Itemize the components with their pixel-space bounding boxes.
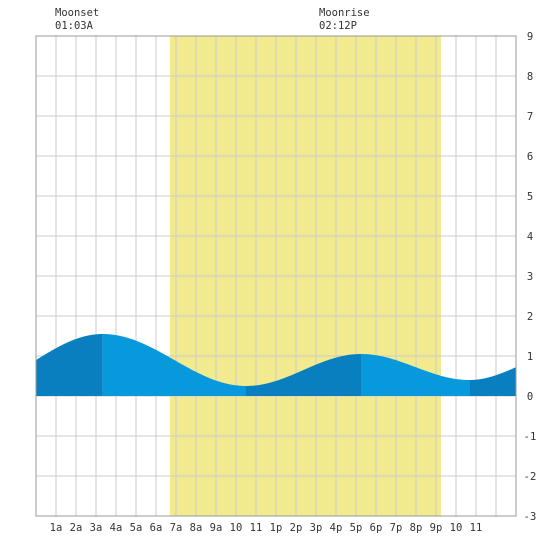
x-tick-label: 2p: [290, 522, 303, 534]
y-tick-labels: -3 -2 -1 0 1 2 3 4 5 6 7 8 9: [524, 31, 537, 523]
moonrise-label: Moonrise: [319, 7, 370, 19]
x-tick-label: 3p: [310, 522, 323, 534]
moonrise-time: 02:12P: [319, 20, 357, 32]
x-tick-label: 11: [250, 522, 263, 534]
grid-layer: [36, 36, 516, 516]
x-tick-label: 7a: [170, 522, 183, 534]
tide-segment: [102, 334, 246, 396]
tide-segment: [36, 334, 103, 396]
y-tick-label: -3: [524, 511, 537, 523]
tide-area-layer: [36, 334, 516, 396]
x-tick-labels: 1a 2a 3a 4a 5a 6a 7a 8a 9a 10 11 1p 2p 3p 4p 5p 6p 7p 8p 9p…: [50, 522, 483, 534]
y-tick-label: 6: [527, 151, 533, 163]
moonset-time: 01:03A: [55, 20, 94, 32]
y-tick-label: -1: [524, 431, 537, 443]
y-tick-label: 1: [527, 351, 533, 363]
x-tick-label: 11: [470, 522, 483, 534]
x-tick-label: 1p: [270, 522, 283, 534]
x-tick-label: 5p: [350, 522, 363, 534]
x-tick-label: 10: [450, 522, 463, 534]
x-tick-label: 3a: [90, 522, 103, 534]
x-tick-label: 1a: [50, 522, 63, 534]
y-tick-label: 5: [527, 191, 533, 203]
y-tick-label: 4: [527, 231, 533, 243]
moonset-label: Moonset: [55, 7, 99, 19]
x-tick-label: 6p: [370, 522, 383, 534]
tide-segment: [246, 354, 361, 396]
y-tick-label: 2: [527, 311, 533, 323]
x-tick-label: 7p: [390, 522, 403, 534]
tide-segment: [361, 354, 470, 396]
y-tick-label: 8: [527, 71, 533, 83]
x-tick-label: 8p: [410, 522, 423, 534]
x-tick-label: 8a: [190, 522, 203, 534]
y-tick-label: 9: [527, 31, 533, 43]
tide-segment: [469, 367, 516, 396]
y-tick-label: -2: [524, 471, 537, 483]
x-tick-label: 6a: [150, 522, 163, 534]
y-tick-label: 7: [527, 111, 533, 123]
x-tick-label: 9a: [210, 522, 223, 534]
plot-frame: [35, 35, 517, 517]
x-tick-label: 9p: [430, 522, 443, 534]
x-tick-label: 4p: [330, 522, 343, 534]
y-tick-label: 0: [527, 391, 533, 403]
x-tick-label: 5a: [130, 522, 143, 534]
x-tick-label: 2a: [70, 522, 83, 534]
x-tick-label: 10: [230, 522, 243, 534]
x-tick-label: 4a: [110, 522, 123, 534]
y-tick-label: 3: [527, 271, 533, 283]
